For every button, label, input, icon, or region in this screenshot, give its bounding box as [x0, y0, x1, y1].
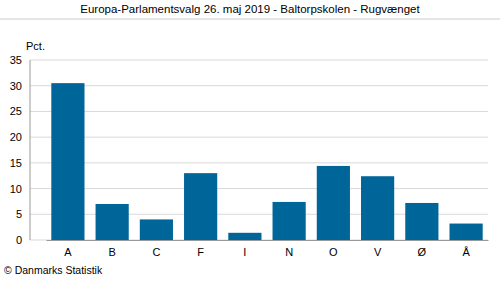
chart: Europa-Parlamentsvalg 26. maj 2019 - Bal…: [0, 0, 500, 282]
plot: 0 5 10 15 20 25 30 35 A B C F I N O V Ø Å: [10, 54, 489, 258]
grid-line: [30, 188, 488, 189]
y-tick-label: 5: [16, 208, 22, 220]
y-tick-label: 15: [10, 157, 22, 169]
y-tick: 10: [10, 183, 30, 195]
y-tick-label: 35: [10, 54, 22, 66]
y-tick-label: 30: [10, 80, 22, 92]
x-tick-label: C: [152, 246, 160, 258]
x-axis-line: [47, 240, 489, 241]
bar: [317, 166, 350, 240]
bar: [273, 202, 306, 240]
y-axis-title: Pct.: [26, 40, 45, 52]
x-tick: I: [243, 240, 246, 258]
bar: [140, 219, 173, 240]
x-tick-label: V: [374, 246, 382, 258]
title-rule: [0, 19, 500, 20]
y-tick: 20: [10, 131, 30, 143]
bar: [184, 173, 217, 240]
x-tick-label: O: [329, 246, 338, 258]
source-note: © Danmarks Statistik: [4, 264, 103, 276]
y-axis: 0 5 10 15 20 25 30 35: [10, 54, 31, 246]
title: Europa-Parlamentsvalg 26. maj 2019 - Bal…: [80, 3, 420, 15]
bar: [96, 204, 129, 240]
x-tick-label: B: [108, 246, 115, 258]
y-tick-label: 10: [10, 183, 22, 195]
y-tick-label: 20: [10, 131, 22, 143]
bar: [450, 224, 483, 240]
bars: [51, 83, 482, 240]
y-axis-range-line: [30, 60, 31, 240]
x-tick: A: [64, 240, 72, 258]
y-tick: 0: [16, 234, 30, 246]
y-tick-label: 0: [16, 234, 22, 246]
grid-line: [30, 137, 488, 138]
y-axis-line: [30, 61, 31, 241]
x-tick-label: Å: [462, 246, 470, 258]
x-tick-label: I: [243, 246, 246, 258]
x-tick: C: [152, 240, 160, 258]
y-tick-label: 25: [10, 105, 22, 117]
bar: [51, 83, 84, 240]
y-tick: 35: [10, 54, 30, 66]
y-tick: 15: [10, 157, 30, 169]
x-tick: B: [108, 240, 115, 258]
x-axis: ABCFINOVØÅ: [47, 240, 489, 258]
grid-line: [30, 85, 488, 86]
x-tick: V: [374, 240, 382, 258]
x-tick: Å: [462, 240, 470, 258]
x-tick-label: F: [197, 246, 204, 258]
x-tick-label: N: [285, 246, 293, 258]
bar: [361, 176, 394, 240]
y-tick: 5: [16, 208, 30, 220]
x-tick-label: Ø: [418, 246, 427, 258]
grid: [30, 60, 488, 240]
bar: [405, 203, 438, 240]
bar: [228, 233, 261, 240]
x-tick: N: [285, 240, 293, 258]
grid-line: [30, 111, 488, 112]
y-tick: 25: [10, 105, 30, 117]
grid-line: [30, 60, 488, 61]
grid-line: [30, 162, 488, 163]
x-tick: F: [197, 240, 204, 258]
y-tick: 30: [10, 80, 30, 92]
x-tick: O: [329, 240, 338, 258]
x-tick: Ø: [418, 240, 427, 258]
x-tick-label: A: [64, 246, 72, 258]
